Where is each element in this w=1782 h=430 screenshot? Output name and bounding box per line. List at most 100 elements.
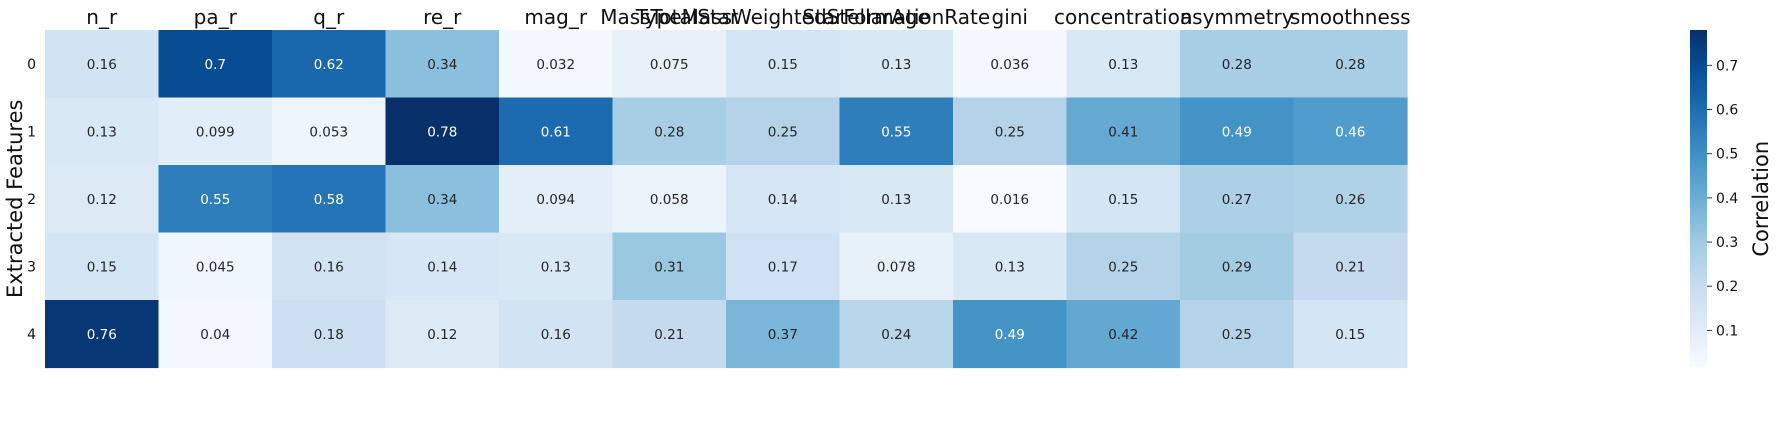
heatmap-cell-value: 0.045 [196,259,235,275]
heatmap-cell [1293,232,1408,301]
heatmap-cell-value: 0.099 [196,124,235,140]
heatmap-cell-value: 0.26 [1335,192,1365,208]
heatmap-cell [612,165,727,234]
column-label: pa_r [194,5,238,29]
column-label: MassTotalStar [600,5,739,29]
row-label: 0 [27,57,36,73]
heatmap-cell [1293,300,1408,369]
heatmap-cell [1180,30,1295,99]
heatmap-cell-value: 0.15 [768,57,798,73]
heatmap-cell [1293,30,1408,99]
heatmap-cell [499,300,614,369]
heatmap-cell-value: 0.7 [205,57,226,73]
heatmap-cell [385,300,500,369]
heatmap-cell-value: 0.61 [541,124,571,140]
column-label: re_r [423,5,462,29]
heatmap-cell-value: 0.075 [650,57,689,73]
heatmap-cell [1180,232,1295,301]
heatmap-cell-value: 0.34 [427,57,457,73]
heatmap-cell [158,165,273,234]
heatmap-cell [1066,97,1181,166]
heatmap-cell [1180,165,1295,234]
heatmap-cell-value: 0.058 [650,192,689,208]
heatmap-cell [953,97,1068,166]
colorbar-tick-label: 0.6 [1716,103,1738,119]
heatmap-cell-value: 0.094 [536,192,575,208]
heatmap-cell-value: 0.053 [309,124,348,140]
heatmap-cell [272,300,387,369]
heatmap-cell [499,30,614,99]
heatmap-cell-value: 0.24 [881,327,911,343]
heatmap-cell [612,30,727,99]
heatmap-cell [1293,165,1408,234]
heatmap-cell-value: 0.55 [200,192,230,208]
heatmap-cell [45,30,160,99]
heatmap-cell [1180,97,1295,166]
heatmap-cell [839,232,954,301]
heatmap-cell-value: 0.13 [995,259,1025,275]
heatmap-cell-value: 0.17 [768,259,798,275]
colorbar-ticks: 0.1 0.2 0.3 0.4 0.5 0.6 0.7 [1707,58,1738,339]
colorbar-tick-label: 0.2 [1716,279,1738,295]
colorbar [1690,30,1707,368]
heatmap-cell-value: 0.28 [1335,57,1365,73]
heatmap-cell-value: 0.37 [768,327,798,343]
column-label: gini [992,5,1028,29]
heatmap-cell [385,165,500,234]
heatmap-cell-value: 0.62 [314,57,344,73]
heatmap-cell-value: 0.46 [1335,124,1365,140]
heatmap-cell [499,97,614,166]
heatmap-cell [385,232,500,301]
heatmap-cell [158,97,273,166]
heatmap-cell [499,165,614,234]
heatmap-cell [385,97,500,166]
row-label: 2 [27,192,36,208]
heatmap-cell [953,300,1068,369]
heatmap-cell [726,165,841,234]
heatmap-cell-value: 0.13 [881,57,911,73]
heatmap-cell-value: 0.31 [654,259,684,275]
heatmap-cell [272,165,387,234]
heatmap-cell [1066,30,1181,99]
heatmap-cell [726,232,841,301]
heatmap-cell-value: 0.42 [1108,327,1138,343]
heatmap-cell-value: 0.14 [427,259,457,275]
column-label: StarFormationRate [802,5,990,29]
heatmap-cell [45,232,160,301]
heatmap-cell-value: 0.04 [200,327,230,343]
heatmap-cell-value: 0.28 [654,124,684,140]
heatmap-cell-value: 0.18 [314,327,344,343]
heatmap-cell-value: 0.21 [654,327,684,343]
column-label: concentration [1054,5,1193,29]
heatmap-cell-value: 0.16 [541,327,571,343]
heatmap-cell [1066,300,1181,369]
heatmap-cell-value: 0.55 [881,124,911,140]
heatmap-cell-value: 0.16 [314,259,344,275]
colorbar-label: Correlation [1749,141,1773,257]
heatmap-cell [612,300,727,369]
heatmap-cell [612,97,727,166]
heatmap-cell [839,300,954,369]
heatmap-cell-value: 0.76 [87,327,117,343]
row-label: 1 [27,124,36,140]
row-label: 3 [27,259,36,275]
heatmap-cell [953,30,1068,99]
heatmap-cell-value: 0.078 [877,259,916,275]
heatmap-cell-value: 0.25 [1108,259,1138,275]
column-labels: n_r pa_r q_r re_r mag_r MassTotalStarTypeMass… [86,5,1410,29]
heatmap-cell [839,30,954,99]
heatmap-cell-value: 0.016 [990,192,1029,208]
heatmap-cell-value: 0.13 [881,192,911,208]
heatmap-cell-labels: 0.16 0.7 0.62 0.34 0.032 0.075 0.15 0.13 0.036 0.… [87,57,1366,343]
heatmap-cell [499,232,614,301]
colorbar-tick-label: 0.7 [1716,58,1738,74]
heatmap-cell [839,97,954,166]
heatmap-cell [1066,232,1181,301]
heatmap-cell-value: 0.78 [427,124,457,140]
column-label: TypeMassWeightedStellarAge [635,5,930,29]
heatmap-cell [1180,300,1295,369]
column-label: n_r [86,5,118,29]
heatmap-cells [45,30,1408,369]
heatmap-cell [45,300,160,369]
heatmap-cell-value: 0.15 [87,259,117,275]
